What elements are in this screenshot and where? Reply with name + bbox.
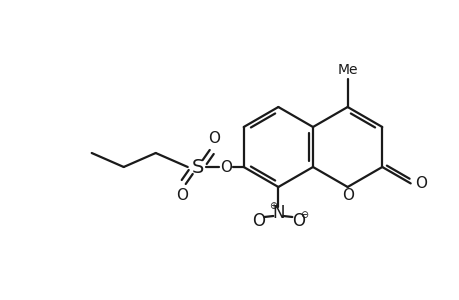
Text: ⊖: ⊖ <box>300 210 308 220</box>
Text: S: S <box>191 158 203 176</box>
Text: O: O <box>341 188 353 203</box>
Text: O: O <box>219 160 231 175</box>
Text: O: O <box>207 130 219 146</box>
Text: O: O <box>291 212 304 230</box>
Text: O: O <box>252 212 264 230</box>
Text: N: N <box>272 204 284 222</box>
Text: O: O <box>175 188 187 203</box>
Text: Me: Me <box>336 63 357 77</box>
Text: ⊕: ⊕ <box>269 201 277 211</box>
Text: O: O <box>414 176 426 191</box>
